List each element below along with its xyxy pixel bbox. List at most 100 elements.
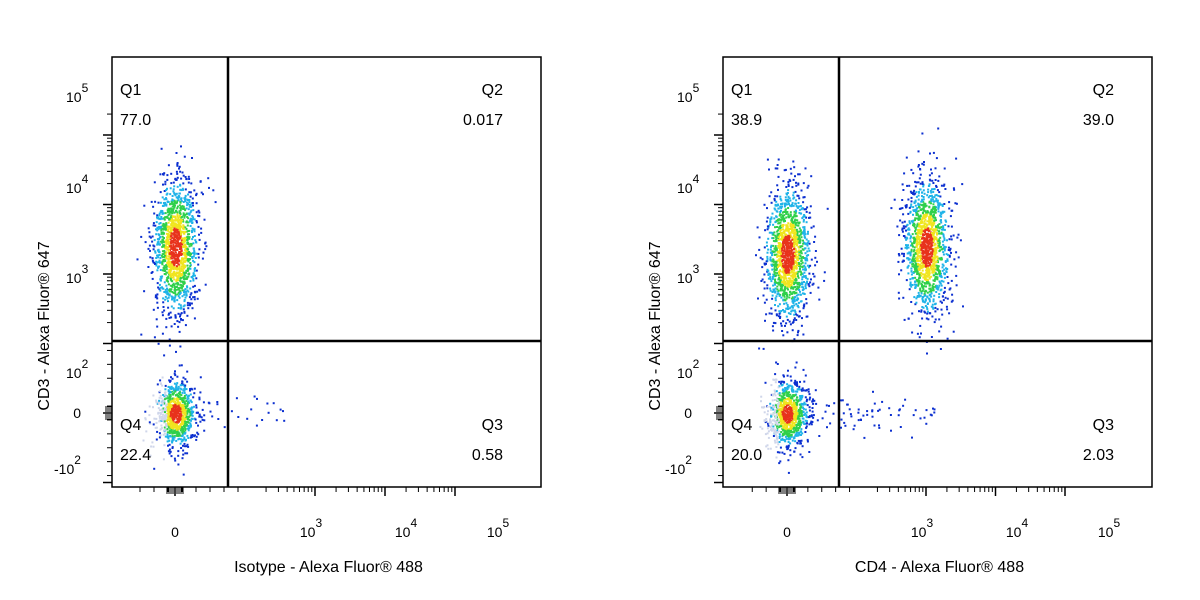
data-point [172,249,175,252]
data-point [921,297,924,300]
data-point [776,184,779,187]
quadrant-percent-q1: 77.0 [120,112,151,129]
data-point [939,282,942,285]
data-point [158,234,161,236]
data-point [183,271,186,274]
data-point [786,255,789,258]
data-point [777,207,780,210]
data-point [186,415,188,418]
data-point [770,217,773,220]
data-point [177,259,180,262]
data-point [910,301,913,303]
data-point [174,266,177,269]
data-point [166,406,169,409]
data-point [181,397,183,400]
data-point [152,224,155,227]
data-point [943,167,946,170]
data-point [943,286,946,289]
data-point [197,411,199,414]
data-point [930,222,933,225]
data-point [941,205,944,207]
data-point [164,273,167,276]
data-point [188,415,191,418]
data-point [779,315,782,318]
data-point [182,285,184,288]
data-point [193,251,196,254]
data-point [175,192,178,195]
data-point [938,191,941,194]
data-point [173,382,176,385]
data-point [945,253,948,256]
data-point [172,407,175,410]
data-point [919,287,922,290]
data-point [787,261,790,264]
data-point [777,204,779,207]
data-point [792,267,795,270]
data-point [901,221,904,224]
data-point [179,218,182,221]
data-point [182,399,185,402]
data-point [773,270,776,273]
data-point [907,258,910,261]
data-point [955,274,958,277]
data-point [173,415,176,418]
data-point [773,207,776,210]
data-point [173,278,176,281]
data-point [199,415,202,418]
data-point [217,418,220,420]
data-point [930,295,933,298]
data-point [164,384,167,387]
data-point [937,202,940,205]
data-point [795,205,798,207]
data-point [168,209,171,212]
data-point [920,267,923,270]
data-point [922,163,925,166]
data-point [923,265,926,268]
data-point [179,228,182,231]
data-point [807,240,810,243]
data-point [179,414,182,417]
data-point [771,277,774,280]
data-point [195,406,198,409]
data-point [185,230,188,233]
data-point [178,425,181,428]
data-point [180,412,183,415]
data-point [797,206,800,209]
data-point [915,264,918,267]
data-point [170,242,173,245]
data-point [167,235,170,238]
data-point [165,246,168,248]
data-point [769,220,772,223]
data-point [943,239,946,242]
data-point [776,272,779,275]
data-point [155,233,158,236]
data-point [922,198,925,201]
data-point [918,294,921,297]
data-point [795,313,797,316]
data-point [777,246,780,249]
data-point [195,211,198,214]
data-point [180,262,183,265]
data-point [769,278,772,281]
data-point [901,227,904,230]
data-point [170,325,173,328]
data-point [174,177,177,180]
data-point [163,244,166,247]
data-point [938,274,941,277]
data-point [801,245,804,248]
data-point [795,199,798,202]
data-point [797,286,800,289]
data-point [161,196,164,199]
y-tick-base: 10 [66,365,82,381]
data-point [186,380,189,383]
data-point [928,272,931,275]
data-point [176,164,179,167]
data-point [947,225,950,228]
data-point [170,268,173,271]
data-point [188,401,191,404]
data-point [223,426,226,429]
data-point [164,245,167,248]
data-point [943,249,946,252]
data-point [923,282,926,284]
data-point [798,211,801,214]
